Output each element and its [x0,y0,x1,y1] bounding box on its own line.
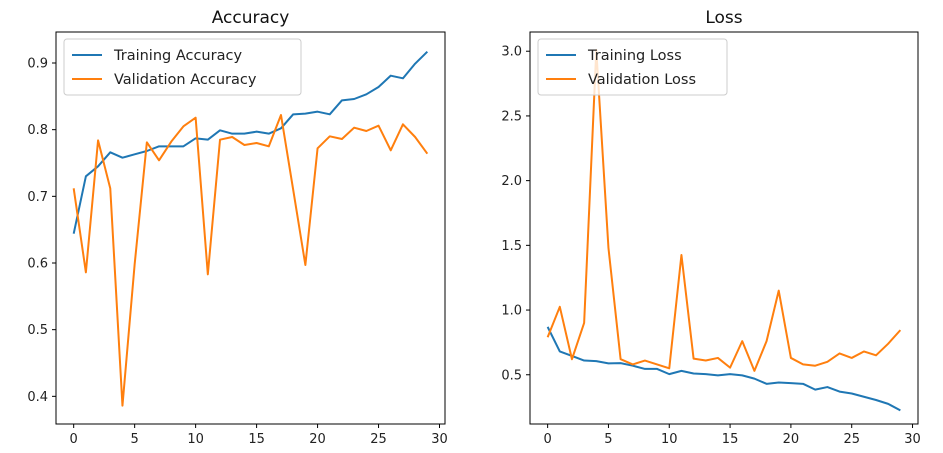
loss-ytick-label: 1.5 [501,239,522,254]
accuracy-ytick-label: 0.4 [27,390,48,405]
loss-ytick-label: 3.0 [501,45,522,60]
validation-loss-line [546,48,902,372]
accuracy-ticks: 0 5 10 15 20 25 30 0.4 0.5 0.6 0.7 0.8 0.9 [27,57,447,448]
loss-legend-box [537,38,728,96]
loss-panel: Loss 0 5 10 15 20 25 30 0.5 1.0 1.5 2.0 2.5 3.0 Trai… [501,8,920,447]
accuracy-panel: Accuracy 0 5 10 15 20 25 300.40.50.60.70.80.9 … [27,8,447,447]
loss-title: Loss [705,8,742,28]
validation-accuracy-legend-label: Validation Accuracy [114,72,257,88]
accuracy-xtick-label: 10 [187,432,204,447]
accuracy-legend-box [63,38,302,96]
loss-xtick-label: 10 [661,432,678,447]
loss-ytick-label: 2.0 [501,174,522,189]
accuracy-xtick-label: 5 [131,432,139,447]
accuracy-xtick-label: 30 [431,432,448,447]
loss-ticks: 0 5 10 15 20 25 30 0.5 1.0 1.5 2.0 2.5 3.0 [501,45,920,447]
accuracy-ytick-label: 0.9 [27,57,48,72]
loss-ytick-label: 2.5 [501,109,522,124]
loss-ytick-label: 1.0 [501,304,522,319]
training-accuracy-legend-label: Training Accuracy [113,48,242,64]
loss-axes-frame [529,31,919,425]
loss-legend: Training Loss Validation Loss [537,38,728,96]
training-loss-line [546,326,901,412]
accuracy-title: Accuracy [212,8,290,28]
accuracy-ytick-label: 0.8 [27,123,48,138]
training-accuracy-line [72,50,429,234]
validation-accuracy-line [72,114,429,407]
loss-xtick-label: 0 [543,432,551,447]
loss-lines [546,48,902,412]
loss-xtick-label: 25 [843,432,860,447]
accuracy-xtick-label: 0 [70,432,78,447]
loss-ytick-label: 0.5 [501,368,522,383]
loss-xtick-label: 5 [604,432,612,447]
loss-xtick-label: 20 [783,432,800,447]
loss-xtick-label: 15 [722,432,739,447]
accuracy-ytick-label: 0.7 [27,190,48,205]
accuracy-ytick-label: 0.6 [27,257,48,272]
accuracy-xtick-label: 15 [248,432,265,447]
accuracy-axes-frame [55,31,446,425]
accuracy-xtick-label: 25 [370,432,387,447]
accuracy-xtick-label: 20 [309,432,326,447]
accuracy-legend: Training Accuracy Validation Accuracy [63,38,302,96]
accuracy-ytick-label: 0.5 [27,323,48,338]
training-loss-legend-label: Training Loss [587,48,682,64]
accuracy-lines [72,50,429,407]
loss-xtick-label: 30 [904,432,921,447]
validation-loss-legend-label: Validation Loss [588,72,696,88]
